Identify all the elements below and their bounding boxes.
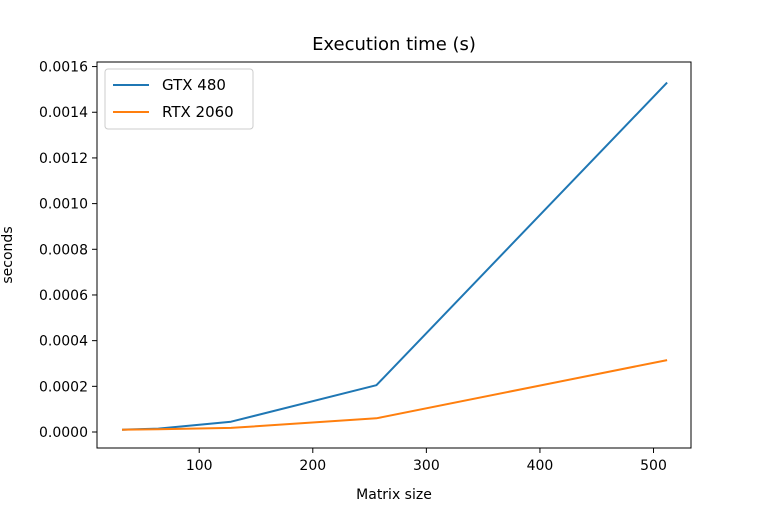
x-tick-label: 500 xyxy=(640,458,667,474)
y-axis-label: seconds xyxy=(0,226,16,283)
series-lines xyxy=(121,81,668,431)
y-tick-label: 0.0000 xyxy=(39,425,88,441)
y-tick-label: 0.0016 xyxy=(39,60,88,76)
legend-label-gtx-480: GTX 480 xyxy=(162,76,226,94)
x-axis-label: Matrix size xyxy=(356,487,432,503)
y-tick-label: 0.0004 xyxy=(39,334,88,350)
chart-title: Execution time (s) xyxy=(312,34,476,55)
x-tick-label: 100 xyxy=(186,458,213,474)
y-tick-label: 0.0008 xyxy=(39,242,88,258)
legend-label-rtx-2060: RTX 2060 xyxy=(162,103,234,121)
y-tick-label: 0.0002 xyxy=(39,379,88,395)
x-tick-label: 200 xyxy=(299,458,326,474)
plot-frame xyxy=(96,61,692,449)
x-tick-label: 300 xyxy=(413,458,440,474)
y-axis-ticks: 0.0000 0.0002 0.0004 0.0006 0.0008 0.0010 0.00… xyxy=(39,60,97,441)
series-line-rtx-2060 xyxy=(121,359,668,431)
y-tick-label: 0.0006 xyxy=(39,288,88,304)
y-tick-label: 0.0012 xyxy=(39,151,88,167)
y-tick-label: 0.0010 xyxy=(39,197,88,213)
x-axis-ticks: 100 200 300 400 500 xyxy=(186,448,667,474)
x-tick-label: 400 xyxy=(527,458,554,474)
y-tick-label: 0.0014 xyxy=(39,105,88,121)
legend: GTX 480 RTX 2060 xyxy=(104,68,254,130)
